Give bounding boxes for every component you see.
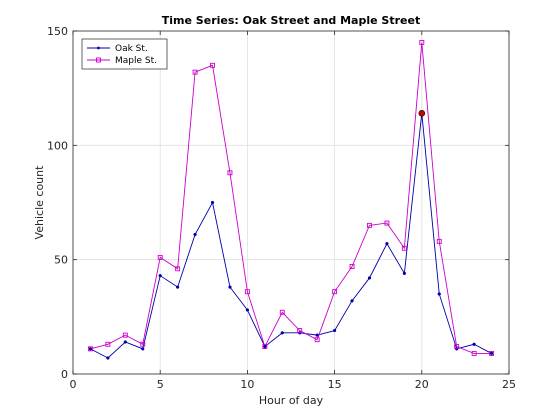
x-axis-label: Hour of day — [259, 394, 324, 407]
y-tick-label: 100 — [47, 139, 68, 152]
data-point-maple-st — [210, 62, 215, 68]
data-point-maple-st — [192, 69, 198, 75]
data-point-oak-st — [402, 271, 407, 276]
data-point-oak-st — [228, 285, 232, 289]
data-point-maple-st — [314, 337, 320, 343]
data-point-oak-st — [315, 333, 319, 337]
data-point-oak-st — [350, 299, 354, 303]
axis-ticks: 0 5 10 15 20 25 0 50 100 150 — [47, 25, 516, 391]
data-point-maple-st — [367, 222, 372, 228]
data-point-oak-st — [193, 232, 197, 237]
data-point-maple-st — [244, 289, 250, 295]
legend-marker-maple-st — [96, 57, 101, 63]
x-tick-label: 5 — [157, 378, 164, 391]
x-tick-label: 15 — [328, 378, 342, 391]
data-point-maple-st — [122, 332, 128, 338]
series-line-oak-st — [90, 113, 492, 359]
data-point-maple-st — [454, 344, 460, 350]
data-point-oak-st — [123, 340, 127, 344]
data-point-maple-st — [384, 220, 390, 226]
highlight-marker — [418, 110, 426, 117]
data-point-oak-st — [245, 308, 250, 312]
data-point-oak-st — [385, 242, 389, 246]
x-tick-label: 10 — [240, 378, 254, 391]
legend: Oak St. Maple St. — [81, 38, 168, 70]
data-point-oak-st — [437, 292, 441, 296]
data-point-maple-st — [279, 309, 285, 315]
data-point-maple-st — [332, 289, 338, 295]
data-point-oak-st — [472, 342, 476, 346]
x-tick-label: 0 — [70, 378, 77, 391]
legend-box — [81, 38, 168, 70]
data-point-oak-st — [106, 356, 110, 360]
data-point-oak-st — [367, 276, 372, 280]
data-point-oak-st — [332, 328, 337, 333]
plot-area — [73, 31, 509, 374]
grid-lines — [73, 31, 509, 374]
y-tick-label: 150 — [47, 25, 68, 38]
series-lines — [90, 42, 492, 359]
data-point-oak-st — [263, 344, 267, 349]
data-point-maple-st — [489, 350, 495, 356]
data-point-maple-st — [297, 328, 303, 334]
data-point-maple-st — [471, 350, 477, 356]
data-point-oak-st — [489, 351, 494, 356]
data-point-maple-st — [105, 341, 111, 347]
data-point-oak-st — [158, 274, 162, 278]
data-point-oak-st — [280, 331, 284, 335]
data-point-maple-st — [175, 266, 181, 272]
x-tick-label: 25 — [502, 378, 516, 391]
data-point-maple-st — [419, 39, 425, 45]
chart-title: Time Series: Oak Street and Maple Street — [162, 14, 420, 27]
data-point-oak-st — [210, 200, 215, 205]
data-point-oak-st — [141, 347, 145, 351]
data-point-maple-st — [401, 245, 407, 251]
series-line-maple-st — [90, 42, 492, 354]
data-point-maple-st — [87, 346, 93, 352]
data-point-maple-st — [227, 170, 233, 176]
data-point-maple-st — [262, 344, 268, 350]
data-point-oak-st — [88, 347, 93, 351]
legend-label-maple-st: Maple St. — [115, 56, 157, 66]
data-point-maple-st — [157, 254, 163, 260]
legend-marker-oak-st — [97, 46, 100, 50]
y-tick-label: 0 — [61, 368, 68, 381]
plot-frame — [72, 30, 510, 375]
y-axis-label: Vehicle count — [33, 165, 46, 240]
x-tick-label: 20 — [415, 378, 429, 391]
data-point-oak-st — [175, 285, 180, 289]
series-markers — [87, 39, 495, 360]
y-tick-label: 50 — [54, 254, 68, 267]
legend-label-oak-st: Oak St. — [115, 44, 148, 54]
data-point-maple-st — [349, 264, 355, 269]
data-point-maple-st — [436, 238, 442, 244]
data-point-maple-st — [140, 341, 146, 347]
